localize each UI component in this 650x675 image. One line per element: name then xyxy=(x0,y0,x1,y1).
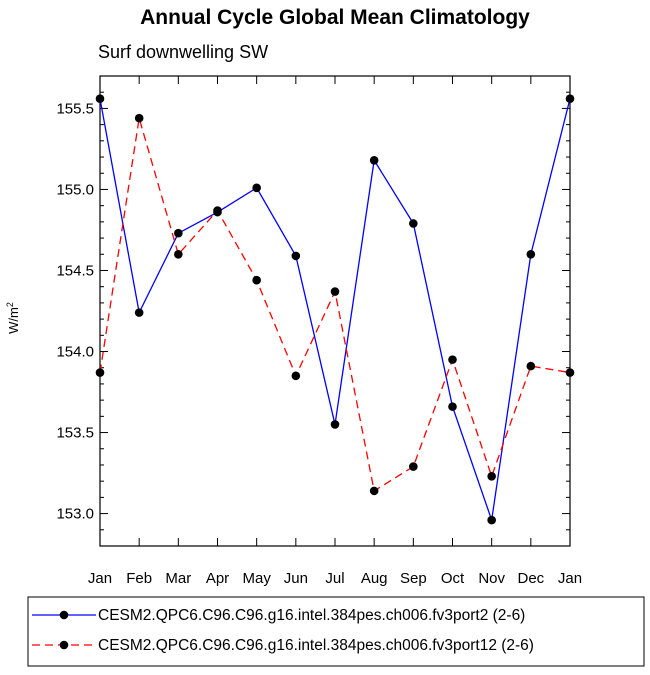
y-tick-label: 154.0 xyxy=(56,344,94,361)
series-1-point xyxy=(95,94,105,103)
series-1-point xyxy=(409,219,418,228)
x-tick-label: Oct xyxy=(441,570,465,587)
series-1-point xyxy=(487,515,496,525)
series-2-point xyxy=(252,275,261,285)
x-tick-label: Sep xyxy=(400,570,427,587)
series-1-point xyxy=(369,155,379,165)
x-tick-label: Dec xyxy=(517,570,544,587)
x-tick-label: Jan xyxy=(558,570,582,587)
y-tick-label: 153.0 xyxy=(56,506,94,523)
x-tick-label: Aug xyxy=(361,570,388,587)
x-tick-label: Nov xyxy=(478,570,505,587)
x-tick-label: Apr xyxy=(206,570,229,587)
legend-box xyxy=(27,596,645,667)
series-2-point xyxy=(291,371,301,381)
series-2-point xyxy=(95,368,105,377)
series-2-point xyxy=(174,249,183,259)
x-tick-label: Feb xyxy=(126,570,152,587)
series-1-point xyxy=(134,308,144,317)
series-2-point xyxy=(213,206,222,215)
y-axis-label: W/m2 xyxy=(5,302,21,334)
series-2-point xyxy=(134,113,144,123)
series-1-point xyxy=(565,94,575,103)
series-2-point xyxy=(409,462,418,471)
series-1-point xyxy=(330,420,340,429)
x-tick-label: Mar xyxy=(165,570,191,587)
y-tick-label: 155.0 xyxy=(56,181,94,198)
legend-label-1: CESM2.QPC6.C96.C96.g16.intel.384pes.ch00… xyxy=(98,607,525,624)
y-axis-label-text: W/m xyxy=(6,307,21,334)
series-2-point xyxy=(526,361,536,371)
plot-frame xyxy=(99,75,571,547)
x-tick-label: Jan xyxy=(88,570,112,587)
y-tick-label: 153.5 xyxy=(56,425,94,442)
y-axis-label-sup: 2 xyxy=(5,302,15,307)
series-1-point xyxy=(526,249,536,259)
x-tick-label: Jun xyxy=(284,570,308,587)
series-2-point xyxy=(565,368,575,377)
series-1-point xyxy=(174,228,183,238)
legend-label-2: CESM2.QPC6.C96.C96.g16.intel.384pes.ch00… xyxy=(98,637,534,654)
series-1-point xyxy=(291,251,301,261)
series-line-2 xyxy=(99,117,571,492)
series-2-point xyxy=(448,355,457,364)
legend-marker-2 xyxy=(59,640,69,650)
y-tick-label: 155.5 xyxy=(56,100,94,117)
series-1-point xyxy=(448,402,457,411)
series-1-point xyxy=(252,183,261,193)
series-2-point xyxy=(369,486,379,496)
x-tick-label: May xyxy=(242,570,271,587)
chart-title: Annual Cycle Global Mean Climatology xyxy=(140,6,530,29)
legend-marker-1 xyxy=(59,610,69,620)
series-line-1 xyxy=(99,98,571,521)
series-2-point xyxy=(330,287,340,296)
y-tick-label: 154.5 xyxy=(56,262,94,279)
chart-subtitle: Surf downwelling SW xyxy=(98,42,268,62)
series-2-point xyxy=(487,472,496,481)
x-tick-label: Jul xyxy=(325,570,344,587)
